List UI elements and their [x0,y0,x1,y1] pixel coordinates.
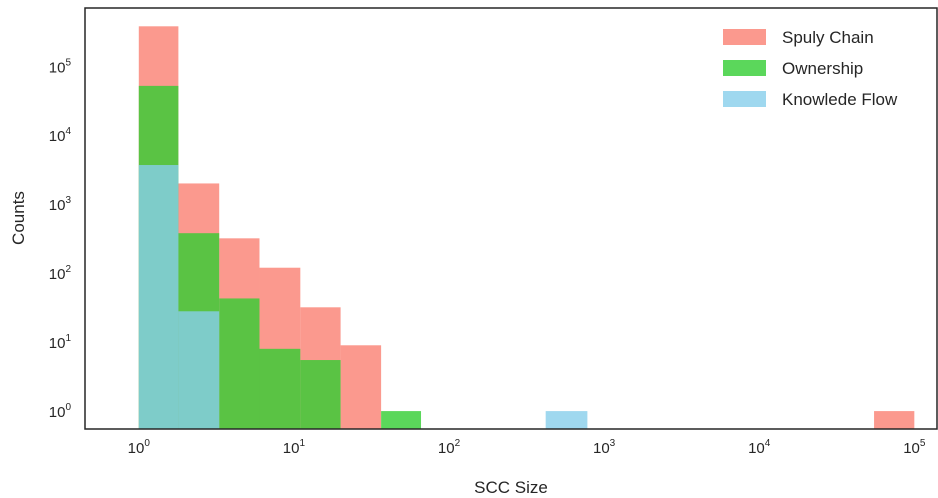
legend-item-spuly-chain: Spuly Chain [723,28,874,47]
bar-ownership-3 [259,348,301,429]
bar-ownership-5 [381,411,422,429]
legend-swatch [723,91,766,107]
y-tick-label-1: 101 [49,333,72,352]
x-tick-label-0: 100 [128,438,151,457]
legend-label: Spuly Chain [782,28,874,47]
legend-item-ownership: Ownership [723,59,863,78]
y-tick-label-3: 103 [49,195,72,214]
y-axis-label: Counts [9,191,28,245]
legend: Spuly Chain Ownership Knowlede Flow [723,28,898,109]
bar-ownership-4 [300,360,341,429]
x-axis-label: SCC Size [474,478,548,497]
bar-knowlede-flow-2 [545,411,588,429]
y-tick-label-5: 105 [49,57,72,76]
legend-label: Ownership [782,59,863,78]
bar-ownership-2 [219,298,260,429]
histogram-bars [138,26,915,430]
x-tick-label-3: 103 [593,438,616,457]
bar-knowlede-flow-0 [138,165,179,429]
legend-swatch [723,60,766,76]
legend-label: Knowlede Flow [782,90,898,109]
legend-swatch [723,29,766,45]
y-tick-label-4: 104 [49,126,72,145]
y-tick-label-0: 100 [49,402,72,421]
x-axis-ticks: 100 101 102 103 104 105 [128,438,926,457]
series-knowlede-flow [138,165,588,429]
bar-spuly-chain-6 [874,411,915,429]
bar-spuly-chain-5 [340,345,382,429]
x-tick-label-5: 105 [903,438,926,457]
y-tick-label-2: 102 [49,264,72,283]
y-axis-ticks: 100 101 102 103 104 105 [49,57,72,421]
plot-area-frame [84,7,938,430]
x-tick-label-2: 102 [438,438,461,457]
x-tick-label-4: 104 [748,438,771,457]
legend-item-knowlede-flow: Knowlede Flow [723,90,898,109]
x-tick-label-1: 101 [283,438,306,457]
bar-knowlede-flow-1 [178,311,220,429]
